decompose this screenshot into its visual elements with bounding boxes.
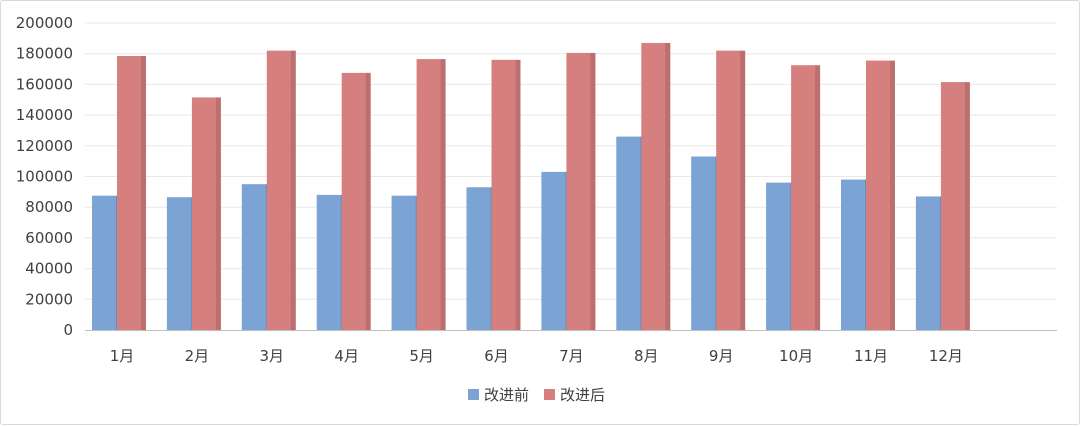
- bars: [92, 42, 970, 331]
- y-tick-label: 100000: [16, 168, 73, 186]
- y-tick-label: 160000: [16, 75, 73, 93]
- bar-after-8: [641, 42, 671, 331]
- y-tick-label: 120000: [16, 137, 73, 155]
- x-tick-label: 1月: [110, 347, 135, 365]
- y-tick-label: 20000: [25, 290, 73, 308]
- x-axis-ticks: 1月 2月 3月 4月 5月 6月 7月 8月 9月 10月 11月 12月: [110, 347, 963, 365]
- bar-after-9: [716, 50, 746, 330]
- bar-after-12: [940, 82, 970, 330]
- bar-after-1: [117, 56, 146, 330]
- bar-after-4: [341, 72, 371, 330]
- bar-shade: [440, 59, 446, 330]
- x-tick-label: 7月: [559, 347, 584, 365]
- bar-before-10: [766, 182, 796, 330]
- x-tick-label: 2月: [185, 347, 210, 365]
- y-tick-label: 40000: [25, 260, 73, 278]
- x-tick-label: 10月: [779, 347, 813, 365]
- y-tick-label: 140000: [16, 106, 73, 124]
- bar-after-2: [191, 97, 221, 330]
- bar-after-5: [416, 59, 446, 330]
- bar-shade: [890, 60, 895, 331]
- y-tick-label: 200000: [16, 14, 73, 32]
- x-tick-label: 9月: [709, 347, 734, 365]
- y-tick-label: 180000: [16, 45, 73, 63]
- bar-after-10: [791, 65, 821, 331]
- bar-before-2: [166, 197, 196, 330]
- bar-after-3: [266, 50, 296, 330]
- x-tick-label: 12月: [929, 347, 963, 365]
- bar-before-3: [241, 184, 271, 330]
- x-tick-label: 4月: [334, 347, 359, 365]
- bar-shade: [215, 97, 221, 330]
- bar-shade: [290, 50, 296, 330]
- legend-swatch-after: [544, 389, 555, 400]
- legend: 改进前 改进后: [468, 386, 605, 404]
- bar-shade: [964, 82, 970, 330]
- x-tick-label: 11月: [854, 347, 888, 365]
- legend-label-before: 改进前: [484, 386, 529, 404]
- legend-label-after: 改进后: [560, 386, 605, 404]
- y-tick-label: 60000: [25, 229, 73, 247]
- bar-after-7: [566, 52, 596, 331]
- bar-after-11: [866, 60, 895, 331]
- x-tick-label: 3月: [260, 347, 285, 365]
- bar-before-5: [391, 195, 421, 330]
- bar-shade: [815, 65, 821, 331]
- bar-shade: [590, 52, 596, 331]
- x-tick-label: 5月: [409, 347, 434, 365]
- bar-before-1: [92, 195, 121, 330]
- bar-before-4: [316, 194, 346, 330]
- x-tick-label: 8月: [634, 347, 659, 365]
- bar-before-6: [466, 187, 496, 330]
- bar-before-8: [616, 136, 646, 330]
- bar-before-9: [691, 156, 721, 330]
- bar-before-7: [541, 171, 571, 330]
- y-tick-label: 0: [63, 321, 73, 339]
- legend-swatch-before: [468, 389, 479, 400]
- y-tick-label: 80000: [25, 198, 73, 216]
- x-tick-label: 6月: [484, 347, 509, 365]
- bar-shade: [365, 72, 371, 330]
- bar-shade: [665, 42, 671, 331]
- bar-after-6: [491, 59, 521, 331]
- bar-before-12: [915, 196, 945, 330]
- bar-shade: [141, 56, 146, 330]
- bar-shade: [515, 59, 521, 331]
- bar-before-11: [841, 179, 870, 330]
- bar-shade: [740, 50, 746, 330]
- y-axis-ticks: 0 20000 40000 60000 80000 100000 120000 140000 1…: [16, 14, 73, 339]
